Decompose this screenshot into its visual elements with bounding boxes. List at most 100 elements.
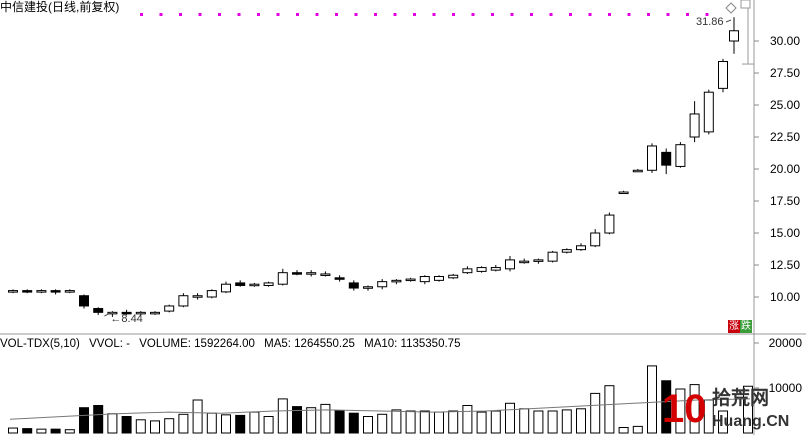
candle-body[interactable] bbox=[363, 286, 373, 289]
volume-bar[interactable] bbox=[419, 410, 430, 434]
volume-bar[interactable] bbox=[363, 416, 373, 434]
volume-bar[interactable] bbox=[235, 414, 246, 434]
volume-bar[interactable] bbox=[462, 405, 473, 434]
volume-bar[interactable] bbox=[150, 420, 160, 434]
volume-bar[interactable] bbox=[221, 414, 231, 434]
candle-body[interactable] bbox=[561, 249, 572, 253]
candle-body[interactable] bbox=[576, 245, 586, 251]
volume-bar[interactable] bbox=[64, 429, 75, 434]
candle-body[interactable] bbox=[235, 282, 246, 286]
candle-body[interactable] bbox=[334, 277, 345, 280]
candle-body[interactable] bbox=[93, 308, 104, 313]
candle-body[interactable] bbox=[320, 273, 331, 276]
volume-bar[interactable] bbox=[476, 411, 487, 434]
volume-bar[interactable] bbox=[164, 418, 175, 434]
candle-body[interactable] bbox=[476, 267, 487, 272]
volume-bar[interactable] bbox=[50, 428, 61, 434]
volume-bar[interactable] bbox=[192, 399, 203, 434]
volume-indicator-name[interactable]: VOL-TDX(5,10) bbox=[0, 338, 80, 350]
candle-body[interactable] bbox=[689, 113, 700, 138]
candle-body[interactable] bbox=[135, 311, 146, 315]
volume-bar[interactable] bbox=[292, 406, 302, 434]
candle-body[interactable] bbox=[505, 259, 515, 270]
volume-bar[interactable] bbox=[405, 410, 416, 434]
candle-body[interactable] bbox=[50, 290, 61, 293]
fall-button[interactable]: 跌 bbox=[740, 320, 752, 333]
candle-body[interactable] bbox=[377, 281, 388, 288]
candle-body[interactable] bbox=[79, 295, 89, 307]
candle-body[interactable] bbox=[391, 279, 402, 283]
candle-body[interactable] bbox=[632, 169, 643, 173]
volume-bar[interactable] bbox=[277, 398, 288, 434]
candle-body[interactable] bbox=[618, 191, 629, 195]
candle-body[interactable] bbox=[263, 282, 274, 286]
candle-body[interactable] bbox=[292, 272, 302, 275]
candle-body[interactable] bbox=[36, 290, 47, 293]
candle-body[interactable] bbox=[519, 260, 530, 264]
candle-body[interactable] bbox=[405, 278, 416, 282]
candle-body[interactable] bbox=[729, 30, 739, 42]
volume-bar[interactable] bbox=[107, 413, 118, 434]
volume-bar[interactable] bbox=[576, 408, 586, 434]
volume-bar[interactable] bbox=[490, 410, 501, 434]
candle-body[interactable] bbox=[718, 60, 728, 89]
candle-body[interactable] bbox=[206, 290, 217, 298]
candle-body[interactable] bbox=[221, 283, 231, 293]
volume-bar[interactable] bbox=[377, 413, 388, 434]
volume-bar[interactable] bbox=[249, 411, 260, 434]
candle-body[interactable] bbox=[192, 295, 203, 298]
candle-body[interactable] bbox=[178, 295, 189, 307]
candle-body[interactable] bbox=[348, 282, 359, 289]
volume-bar[interactable] bbox=[590, 392, 601, 434]
candle-body[interactable] bbox=[277, 272, 288, 285]
volume-bar[interactable] bbox=[206, 412, 217, 434]
volume-bar[interactable] bbox=[79, 407, 89, 434]
volume-bar[interactable] bbox=[8, 427, 18, 434]
candle-body[interactable] bbox=[462, 268, 473, 274]
volume-bar[interactable] bbox=[93, 405, 104, 434]
candle-body[interactable] bbox=[64, 290, 75, 293]
candle-body[interactable] bbox=[604, 214, 615, 234]
candle-body[interactable] bbox=[675, 144, 686, 167]
candle-body[interactable] bbox=[661, 151, 672, 166]
volume-bar[interactable] bbox=[121, 416, 132, 434]
candle-body[interactable] bbox=[249, 283, 260, 287]
volume-bar[interactable] bbox=[334, 410, 345, 434]
volume-bar[interactable] bbox=[743, 385, 753, 434]
volume-bar[interactable] bbox=[448, 410, 459, 434]
candle-body[interactable] bbox=[490, 267, 501, 271]
volume-bar[interactable] bbox=[632, 425, 643, 434]
volume-bar[interactable] bbox=[178, 413, 189, 434]
volume-bar[interactable] bbox=[519, 408, 530, 434]
candle-body[interactable] bbox=[8, 290, 18, 293]
candle-body[interactable] bbox=[434, 276, 444, 281]
volume-bar[interactable] bbox=[647, 365, 657, 434]
volume-bar[interactable] bbox=[505, 402, 515, 434]
volume-bar[interactable] bbox=[675, 388, 686, 434]
volume-bar[interactable] bbox=[391, 409, 402, 434]
candle-body[interactable] bbox=[590, 232, 601, 247]
candle-body[interactable] bbox=[306, 272, 317, 275]
volume-bar[interactable] bbox=[618, 427, 629, 434]
volume-bar[interactable] bbox=[348, 412, 359, 434]
candle-body[interactable] bbox=[547, 251, 558, 262]
volume-bar[interactable] bbox=[604, 385, 615, 434]
volume-bar[interactable] bbox=[320, 403, 331, 434]
candle-body[interactable] bbox=[647, 145, 657, 171]
volume-bar[interactable] bbox=[22, 428, 33, 434]
candle-body[interactable] bbox=[448, 274, 459, 279]
volume-bar[interactable] bbox=[561, 409, 572, 434]
volume-bar[interactable] bbox=[661, 380, 672, 434]
volume-bar[interactable] bbox=[36, 428, 47, 434]
candle-body[interactable] bbox=[150, 311, 160, 315]
volume-bar[interactable] bbox=[306, 407, 317, 434]
volume-bar[interactable] bbox=[547, 410, 558, 434]
volume-bar[interactable] bbox=[718, 410, 728, 434]
rise-button[interactable]: 涨 bbox=[728, 320, 740, 333]
volume-bar[interactable] bbox=[689, 384, 700, 434]
volume-bar[interactable] bbox=[263, 416, 274, 434]
volume-bar[interactable] bbox=[533, 410, 544, 434]
candle-body[interactable] bbox=[164, 305, 175, 312]
